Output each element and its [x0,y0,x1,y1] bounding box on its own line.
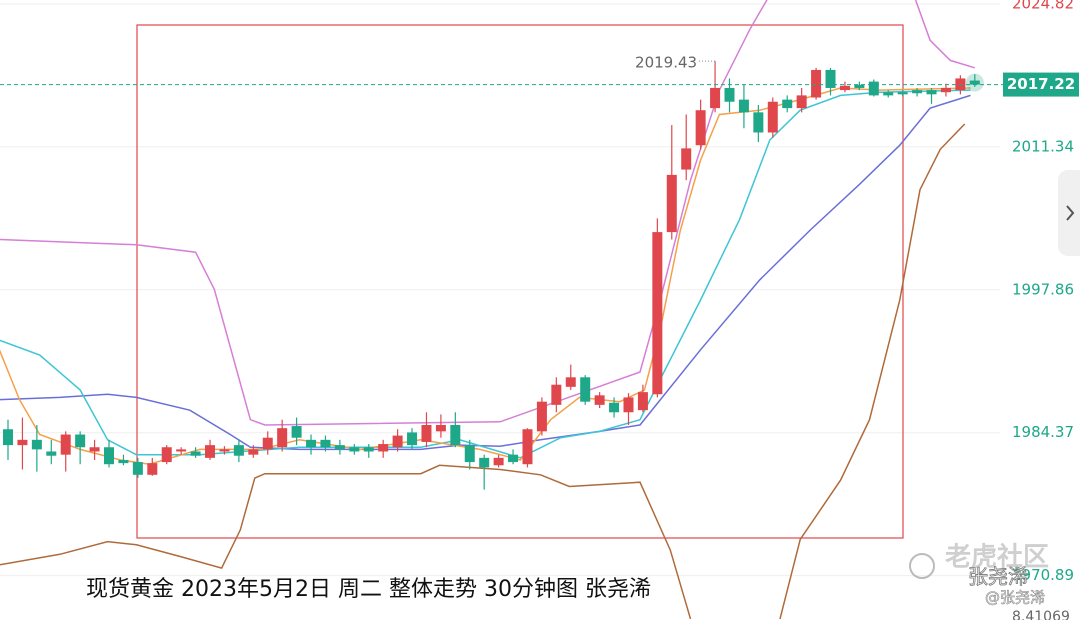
candle-body [421,424,432,442]
candle-body [609,402,620,413]
candle-body [508,454,519,463]
candle-body [580,377,591,402]
watermark-icon [909,553,935,579]
candle-body [248,449,259,455]
candle-body [363,447,374,452]
candle-body [349,447,360,452]
candle-body [724,87,735,102]
candle-body [565,377,576,387]
indicator-lines [0,0,976,620]
candle-body [161,447,172,463]
candle-body [378,444,389,452]
candle-body [796,95,807,109]
candle-body [132,462,143,475]
candle-body [854,84,865,88]
indicator-line [0,87,971,465]
candle-body [306,439,317,448]
current-glow [965,73,984,92]
candle-body [710,87,721,109]
candle-body [926,90,937,95]
candle-body [753,112,764,133]
candle-body [435,424,446,432]
watermark: 张尧浠 [968,565,1028,589]
candle-body [782,99,793,109]
candle-body [75,434,86,448]
candle-body [825,69,836,88]
candle-body [940,87,951,93]
indicator-line [0,123,966,620]
current-price-tag [1003,72,1079,97]
candle-body [551,384,562,405]
candle-body [89,447,100,452]
candle-body [623,397,634,413]
candle-body [190,451,201,456]
candle-body [493,457,504,466]
candle-body [695,110,706,146]
candle-body [666,174,677,233]
grid [0,3,1000,577]
candle-body [839,85,850,91]
candle-body [334,445,345,450]
indicator-line [0,89,971,459]
caption: 现货黄金 2023年5月2日 周二 整体走势 30分钟图 张尧浠 [86,577,651,602]
annotation-leader [699,60,716,68]
y-tick-label: 1997.86 [1012,280,1074,298]
candle-body [17,439,28,446]
candle-body [31,439,42,450]
watermark: @张尧浠 [985,589,1045,607]
expand-button[interactable] [1058,170,1080,256]
candle-body [868,81,879,96]
candle-body [60,434,71,455]
candle-body [652,232,663,395]
candle-body [897,92,908,95]
expand-button-bg[interactable] [1058,170,1080,256]
watermark: 老虎社区 [945,542,1049,573]
candle-body [205,445,216,458]
candle-body [912,90,923,94]
candle-body [464,445,475,463]
candle-body [392,435,403,448]
indicator-line [0,94,971,451]
candle-body [118,459,129,464]
indicator-value: 8.41069 [1012,609,1070,620]
candle-body [811,69,822,98]
expand-arrow[interactable] [1066,205,1075,221]
y-tick-label: 1984.37 [1012,423,1074,441]
candle-body [219,449,230,452]
candle-body [262,437,273,450]
candle-body [176,449,187,452]
candle-body [3,429,13,446]
candle-body [969,80,980,85]
candle-body [46,451,57,456]
candle-body [681,148,692,170]
y-tick-label: 2024.82 [1012,0,1074,13]
candle-body [738,99,749,113]
candle-body [320,439,331,448]
price-axis: 2024.82 2011.34 1997.86 1984.37 1970.89 2017.… [1003,0,1079,584]
high-annotation: 2019.43 [635,54,697,72]
candle-body [637,392,648,411]
candle-body [522,429,533,465]
y-tick-label: 2011.34 [1012,137,1074,155]
candle-body [291,426,302,438]
candle-body [104,447,115,465]
candle-body [883,92,894,96]
candle-body [479,457,490,468]
candle-body [233,445,244,456]
candles: 2019.43 [0,54,1003,490]
candle-body [277,428,288,448]
candle-body [147,463,158,475]
candle-body [450,424,461,446]
candle-body [594,395,605,405]
candle-body [767,101,778,133]
current-price-label: 2017.22 [1007,75,1075,93]
y-tick-label: 1970.89 [1012,566,1074,584]
candle-body [536,401,547,432]
candle-body [407,432,418,446]
